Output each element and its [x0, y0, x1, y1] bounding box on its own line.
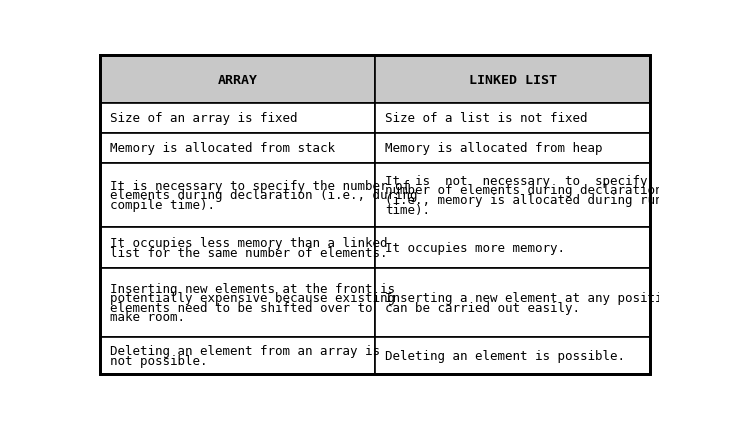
- Text: ARRAY: ARRAY: [217, 73, 258, 86]
- Bar: [100, 163, 376, 227]
- Text: It is necessary to specify the number of: It is necessary to specify the number of: [111, 179, 410, 192]
- Text: Deleting an element is possible.: Deleting an element is possible.: [385, 349, 625, 362]
- Text: Deleting an element from an array is: Deleting an element from an array is: [111, 344, 380, 357]
- Text: Inserting new elements at the front is: Inserting new elements at the front is: [111, 282, 395, 295]
- Text: can be carried out easily.: can be carried out easily.: [385, 301, 580, 314]
- Bar: [376, 269, 650, 337]
- Text: Memory is allocated from stack: Memory is allocated from stack: [111, 142, 335, 155]
- Bar: [100, 56, 376, 104]
- Text: Size of a list is not fixed: Size of a list is not fixed: [385, 112, 588, 125]
- Text: time).: time).: [385, 203, 430, 216]
- Text: not possible.: not possible.: [111, 354, 208, 367]
- Text: number of elements during declaration: number of elements during declaration: [385, 184, 663, 197]
- Bar: [376, 337, 650, 374]
- Bar: [376, 163, 650, 227]
- Text: Size of an array is fixed: Size of an array is fixed: [111, 112, 298, 125]
- Text: It  is  not  necessary  to  specify  the: It is not necessary to specify the: [385, 175, 685, 187]
- Bar: [100, 104, 376, 133]
- Text: elements during declaration (i.e., during: elements during declaration (i.e., durin…: [111, 189, 418, 202]
- Bar: [100, 227, 376, 269]
- Text: compile time).: compile time).: [111, 199, 215, 211]
- Text: Memory is allocated from heap: Memory is allocated from heap: [385, 142, 603, 155]
- Bar: [376, 227, 650, 269]
- Bar: [376, 133, 650, 163]
- Text: make room.: make room.: [111, 311, 185, 324]
- Bar: [100, 269, 376, 337]
- Text: list for the same number of elements.: list for the same number of elements.: [111, 246, 388, 259]
- Text: Inserting a new element at any position: Inserting a new element at any position: [385, 291, 678, 305]
- Bar: [100, 133, 376, 163]
- Text: (i.e., memory is allocated during run: (i.e., memory is allocated during run: [385, 193, 663, 207]
- Text: It occupies less memory than a linked: It occupies less memory than a linked: [111, 237, 388, 250]
- Text: It occupies more memory.: It occupies more memory.: [385, 242, 565, 254]
- Text: elements need to be shifted over to: elements need to be shifted over to: [111, 301, 373, 314]
- Bar: [376, 56, 650, 104]
- Text: LINKED LIST: LINKED LIST: [468, 73, 557, 86]
- Text: potentially expensive because existing: potentially expensive because existing: [111, 291, 395, 305]
- Bar: [100, 337, 376, 374]
- Bar: [376, 104, 650, 133]
